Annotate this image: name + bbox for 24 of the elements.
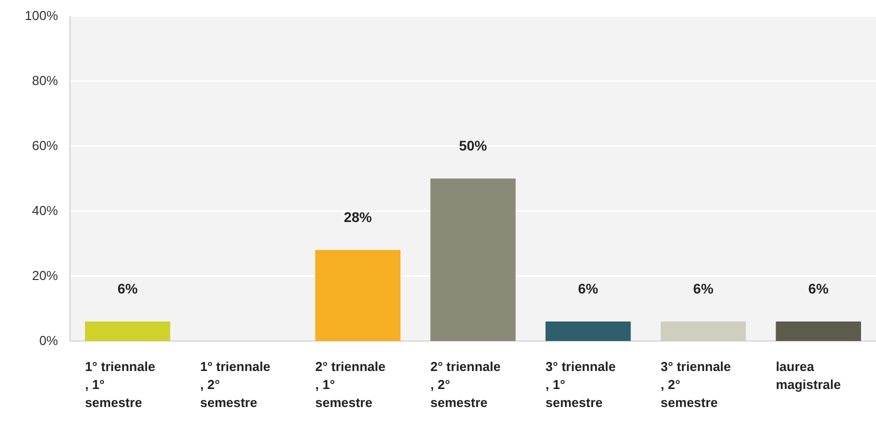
- x-tick-label: 1° triennale , 2° semestre: [200, 359, 270, 410]
- data-label: 6%: [117, 280, 138, 296]
- bar: [315, 250, 400, 341]
- bar: [776, 322, 862, 341]
- x-tick-label: 3° triennale , 2° semestre: [660, 359, 731, 410]
- y-tick-label: 80%: [32, 73, 58, 88]
- x-tick-label: 1° triennale , 1° semestre: [84, 359, 156, 410]
- bar: [84, 322, 170, 341]
- y-tick-label: 20%: [32, 268, 58, 284]
- data-label: 50%: [458, 138, 488, 154]
- x-tick-label: 2° triennale , 1° semestre: [315, 359, 386, 410]
- y-tick-label: 60%: [32, 138, 58, 154]
- y-tick-label: 0%: [39, 333, 58, 348]
- bar: [546, 322, 631, 341]
- x-tick-label: laurea magistrale: [776, 359, 841, 392]
- data-label: 28%: [344, 209, 372, 225]
- data-label: 6%: [578, 280, 599, 296]
- y-tick-label: 40%: [32, 203, 58, 218]
- data-label: 6%: [808, 280, 830, 296]
- x-tick-label: 3° triennale , 1° semestre: [546, 359, 616, 410]
- bar: [430, 178, 516, 341]
- y-tick-label: 100%: [24, 8, 58, 24]
- x-tick-label: 2° triennale , 2° semestre: [430, 359, 501, 410]
- data-label: 6%: [693, 280, 714, 296]
